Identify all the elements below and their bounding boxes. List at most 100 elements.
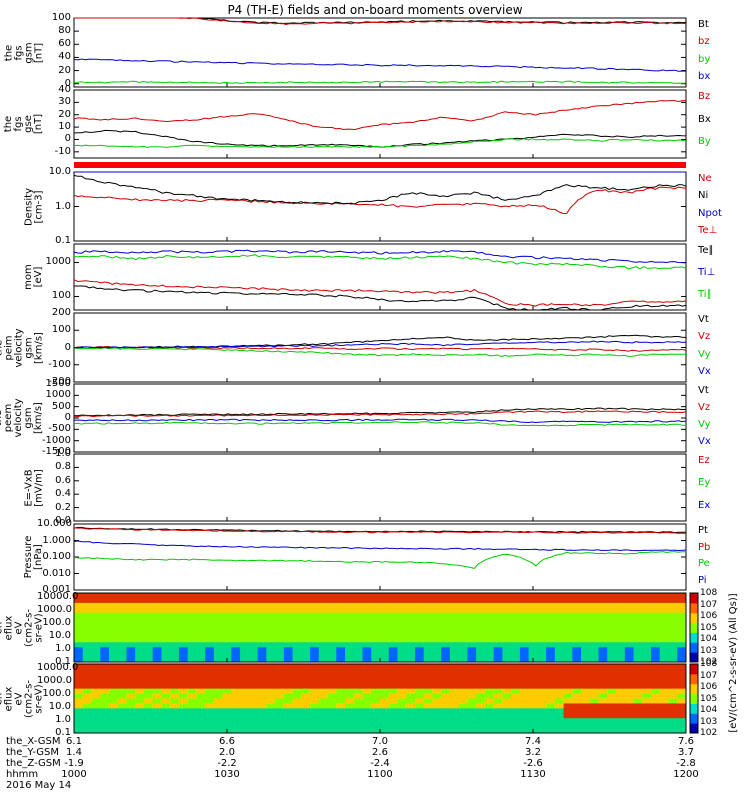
spectrogram-cell <box>519 718 530 724</box>
spectrogram-cell <box>546 683 556 690</box>
spectrogram-cell <box>458 607 468 614</box>
spectrogram-cell <box>310 617 320 624</box>
legend-entry: by <box>698 53 711 65</box>
spectrogram-cell <box>318 597 329 604</box>
spectrogram-cell <box>371 627 381 633</box>
spectrogram-cell <box>292 718 302 724</box>
spectrogram-cell <box>511 713 521 719</box>
spectrogram-cell <box>624 627 635 633</box>
spectrogram-cell <box>275 632 285 638</box>
spectrogram-cell <box>581 713 591 719</box>
spectrogram-cell <box>161 728 171 734</box>
spectrogram-cell <box>642 602 652 609</box>
spectrogram-cell <box>668 617 678 624</box>
spectrogram-cell <box>380 652 390 658</box>
spectrogram-cell <box>152 627 162 633</box>
spectrogram-cell <box>82 617 92 624</box>
spectrogram-cell <box>493 612 503 619</box>
spectrogram-cell <box>353 627 364 633</box>
spectrogram-cell <box>380 622 390 628</box>
spectrogram-cell <box>607 713 617 719</box>
spectrogram-cell <box>432 703 442 709</box>
spectrogram-cell <box>441 602 451 609</box>
spectrogram-cell <box>380 664 390 670</box>
spectrogram-cell <box>598 728 608 734</box>
colorbar-swatch <box>690 713 698 724</box>
spectrogram-cell <box>607 664 617 670</box>
spectrogram-cell <box>196 642 206 648</box>
spectrogram-cell <box>240 668 250 675</box>
spectrogram-cell <box>511 683 521 690</box>
spectrogram-cell <box>240 607 250 614</box>
spectrogram-cell <box>651 688 661 695</box>
spectrogram-cell <box>231 627 241 633</box>
spectrogram-cell <box>519 673 530 680</box>
spectrogram-cell <box>519 627 530 633</box>
spectrogram-cell <box>537 683 547 690</box>
spectrogram-cell <box>275 647 285 653</box>
spectrogram-cell <box>449 627 460 633</box>
spectrogram-cell <box>476 612 486 619</box>
series-line-Vy <box>73 347 687 358</box>
spectrogram-cell <box>240 728 250 734</box>
spectrogram-cell <box>528 622 538 628</box>
spectrogram-cell <box>493 652 503 658</box>
spectrogram-cell <box>135 723 145 729</box>
spectrogram-cell <box>449 698 460 704</box>
series-line-Te⊥ <box>73 279 687 307</box>
spectrogram-cell <box>143 713 154 719</box>
spectrogram-cell <box>117 593 127 599</box>
spectrogram-cell <box>441 647 451 653</box>
series-line-Ti⊥ <box>73 249 687 264</box>
spectrogram-cell <box>493 673 503 680</box>
spectrogram-cell <box>677 708 687 714</box>
spectrogram-cell <box>135 612 145 619</box>
spectrogram-cell <box>74 627 84 633</box>
spectrogram-cell <box>292 657 302 663</box>
spectrogram-cell <box>484 693 495 699</box>
spectrogram-cell <box>493 627 503 633</box>
spectrogram-cell <box>222 602 232 609</box>
spectrogram-cell <box>283 632 294 638</box>
spectrogram-cell <box>178 657 189 663</box>
spectrogram-cell <box>292 642 302 648</box>
spectrogram-cell <box>668 637 678 643</box>
spectrogram-cell <box>659 713 670 719</box>
legend-entry: Vx <box>698 436 711 447</box>
spectrogram-cell <box>441 668 451 675</box>
spectrogram-cell <box>310 718 320 724</box>
spectrogram-cell <box>345 652 355 658</box>
spectrogram-cell <box>108 622 119 628</box>
spectrogram-cell <box>449 673 460 680</box>
spectrogram-cell <box>257 622 267 628</box>
spectrogram-cell <box>196 647 206 653</box>
spectrogram-cell <box>511 708 521 714</box>
spectrogram-cell <box>126 607 136 614</box>
spectrogram-cell <box>380 673 390 680</box>
spectrogram-cell <box>257 612 267 619</box>
spectrogram-cell <box>607 602 617 609</box>
spectrogram-cell <box>345 607 355 614</box>
spectrogram-cell <box>283 622 294 628</box>
y-tick-label: 0.001 <box>42 584 71 595</box>
spectrogram-cell <box>502 713 512 719</box>
spectrogram-cell <box>572 622 582 628</box>
spectrogram-cell <box>581 617 591 624</box>
spectrogram-cell <box>143 698 154 704</box>
spectrogram-cell <box>528 602 538 609</box>
spectrogram-cell <box>318 602 329 609</box>
spectrogram-cell <box>187 673 197 680</box>
spectrogram-cell <box>100 597 110 604</box>
spectrogram-cell <box>336 642 346 648</box>
spectrogram-cell <box>397 642 407 648</box>
spectrogram-cell <box>458 593 468 599</box>
x-tick-label: -2.4 <box>370 758 390 769</box>
spectrogram-cell <box>668 693 678 699</box>
spectrogram-cell <box>257 713 267 719</box>
spectrogram-cell <box>458 728 468 734</box>
spectrogram-cell <box>345 597 355 604</box>
spectrogram-cell <box>563 718 573 724</box>
spectrogram-cell <box>161 602 171 609</box>
spectrogram-cell <box>362 652 372 658</box>
spectrogram-cell <box>432 612 442 619</box>
